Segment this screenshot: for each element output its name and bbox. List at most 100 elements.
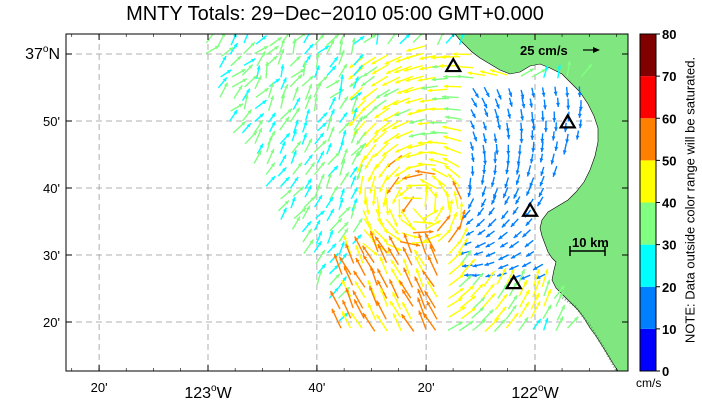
current-vector xyxy=(562,143,567,155)
current-vector xyxy=(505,163,510,175)
current-vector xyxy=(461,258,476,275)
current-vector xyxy=(505,268,515,285)
current-vector xyxy=(265,61,269,79)
current-vector xyxy=(403,86,424,94)
current-vector xyxy=(369,175,376,194)
current-vector xyxy=(513,188,520,199)
current-vector xyxy=(339,112,348,123)
current-vector xyxy=(467,71,486,77)
current-vector xyxy=(242,41,256,55)
current-vector xyxy=(541,268,549,287)
current-vector xyxy=(426,300,438,320)
current-vector xyxy=(355,245,364,264)
current-vector xyxy=(477,229,486,236)
current-vector xyxy=(267,112,277,123)
current-vector xyxy=(338,228,349,243)
current-vector xyxy=(339,188,345,200)
current-vector xyxy=(230,34,237,46)
lat-tick-label: 50' xyxy=(43,114,60,129)
current-vector xyxy=(437,228,452,243)
current-vector xyxy=(567,316,579,329)
current-vector xyxy=(352,35,365,46)
current-vector xyxy=(354,280,366,298)
current-vector xyxy=(351,99,366,115)
station-marker xyxy=(558,113,577,129)
current-vector xyxy=(413,220,433,225)
current-vector xyxy=(492,188,499,199)
current-vector xyxy=(496,267,507,285)
current-vector xyxy=(542,304,552,319)
colorbar-tick-label: 20 xyxy=(662,280,676,295)
current-vector xyxy=(265,175,276,187)
current-vector xyxy=(470,283,484,298)
current-vector xyxy=(313,81,322,98)
current-vector xyxy=(255,65,261,79)
current-vector xyxy=(244,131,258,145)
current-vector xyxy=(254,119,264,133)
current-vector xyxy=(470,166,475,176)
current-vector xyxy=(552,111,557,123)
current-vector xyxy=(316,150,325,164)
current-vector xyxy=(529,153,534,164)
current-vector xyxy=(291,129,297,142)
current-vector xyxy=(459,320,474,332)
current-vector xyxy=(301,205,311,220)
current-vector xyxy=(431,77,448,82)
current-vector xyxy=(325,173,332,188)
current-vector xyxy=(540,110,545,122)
current-vector xyxy=(338,40,344,56)
current-vector xyxy=(510,252,522,260)
current-vector xyxy=(402,173,423,180)
current-vector xyxy=(442,125,462,132)
colorbar-tick-label: 70 xyxy=(662,69,676,84)
current-vector xyxy=(255,87,270,98)
current-vector xyxy=(279,116,290,131)
current-vector xyxy=(499,241,509,248)
current-vector xyxy=(483,86,490,98)
current-vector xyxy=(526,165,532,177)
current-vector xyxy=(265,55,278,67)
current-vector xyxy=(254,99,268,110)
current-vector xyxy=(508,97,513,107)
current-vector xyxy=(426,280,438,298)
current-vector xyxy=(555,316,564,331)
current-vector xyxy=(415,169,436,175)
lon-tick-label: 20' xyxy=(91,380,108,395)
current-vector xyxy=(277,48,285,65)
current-vector xyxy=(402,267,414,288)
lat-tick-label: 20' xyxy=(43,315,60,330)
current-vector xyxy=(443,146,462,154)
map-title: MNTY Totals: 29−Dec−2010 05:00 GMT+0.000 xyxy=(126,3,544,25)
current-vector xyxy=(507,294,518,310)
current-vector xyxy=(377,243,388,264)
current-vector xyxy=(445,191,450,211)
current-vector xyxy=(494,293,508,311)
current-vector xyxy=(498,254,509,261)
current-vector xyxy=(494,98,500,109)
current-vector xyxy=(566,98,571,110)
current-vector xyxy=(482,283,495,299)
colorbar-segment xyxy=(640,160,656,203)
current-vector xyxy=(289,107,301,123)
current-vector xyxy=(481,309,494,322)
current-vector xyxy=(417,162,437,167)
current-vector xyxy=(293,207,307,220)
current-vector xyxy=(472,318,487,332)
colorbar-unit: cm/s xyxy=(636,376,662,390)
current-vector xyxy=(279,108,293,121)
current-vector xyxy=(305,162,316,176)
current-vector xyxy=(446,297,463,308)
current-vector xyxy=(386,176,400,195)
current-vector xyxy=(540,133,545,143)
current-vector xyxy=(403,233,413,254)
current-vector xyxy=(577,86,582,98)
current-vector xyxy=(361,75,375,87)
current-vector xyxy=(352,290,364,309)
current-vector xyxy=(530,292,540,310)
current-vector xyxy=(325,34,340,47)
current-vector xyxy=(351,95,359,113)
current-vector xyxy=(530,301,541,319)
current-vector xyxy=(390,267,402,286)
current-vector xyxy=(370,54,389,65)
current-vector xyxy=(520,89,525,99)
